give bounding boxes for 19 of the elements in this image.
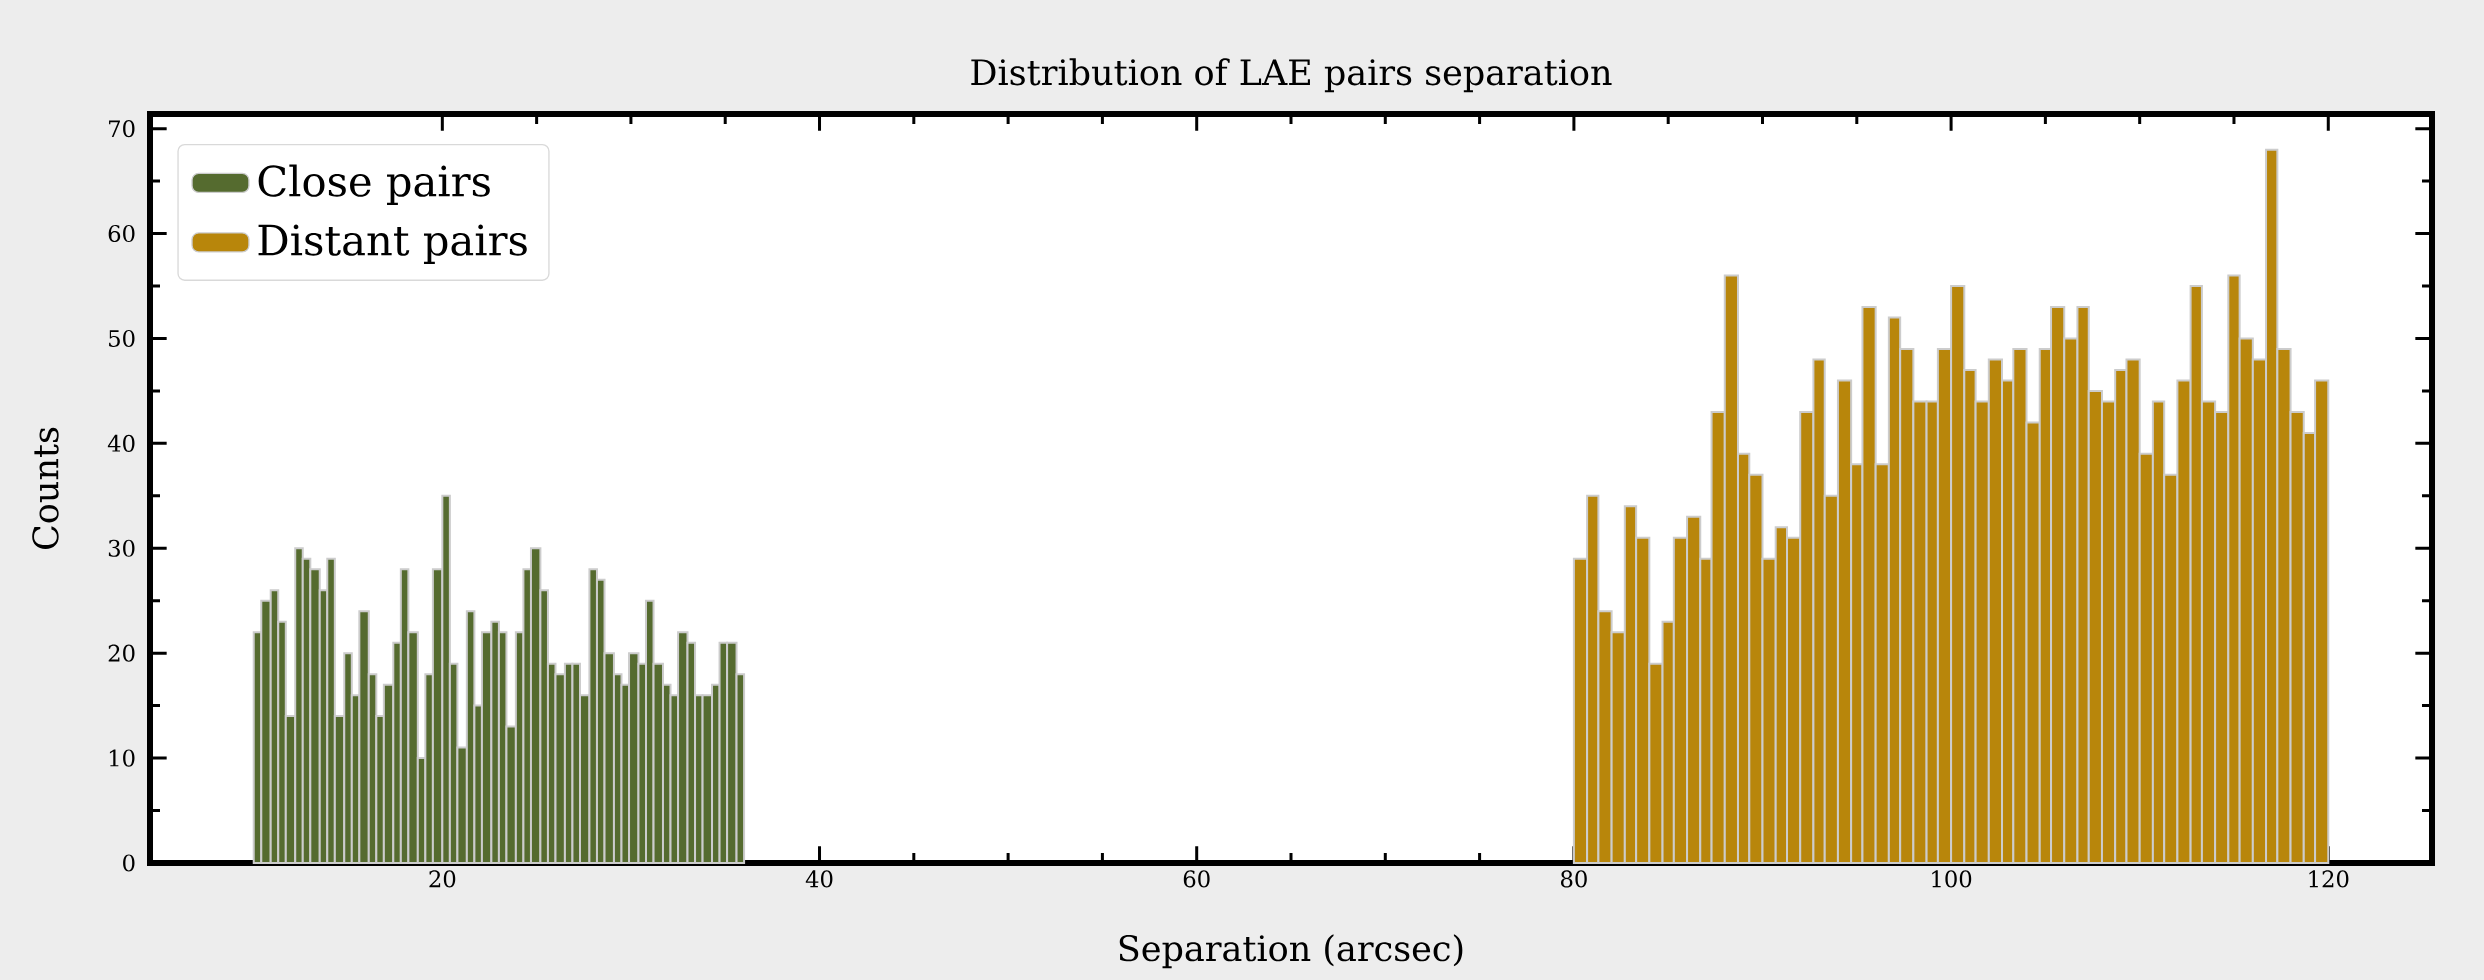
y-tick-label: 0 xyxy=(123,854,135,872)
y-tick-label: 40 xyxy=(107,434,135,452)
y-tick-label: 20 xyxy=(108,644,135,662)
x-tick-label: 60 xyxy=(1183,870,1210,888)
y-tick-label: 60 xyxy=(108,224,135,243)
y-tick-label: 10 xyxy=(109,749,135,767)
chart-title: Distribution of LAE pairs separation xyxy=(971,58,1612,93)
y-tick-label: 30 xyxy=(108,539,135,557)
x-tick-label: 80 xyxy=(1560,870,1587,888)
x-tick-label: 20 xyxy=(429,870,456,888)
y-tick-label: 50 xyxy=(109,329,135,348)
x-axis-title: Separation (arcsec) xyxy=(1119,934,1463,969)
legend-label: Distant pairs xyxy=(258,224,527,264)
x-tick-label: 100 xyxy=(1932,870,1972,888)
x-tick-label: 120 xyxy=(2309,870,2349,888)
legend-label: Close pairs xyxy=(258,164,490,205)
x-tick-label: 40 xyxy=(805,870,833,888)
y-axis-title: Counts xyxy=(32,427,59,549)
y-tick-label: 70 xyxy=(109,120,135,138)
